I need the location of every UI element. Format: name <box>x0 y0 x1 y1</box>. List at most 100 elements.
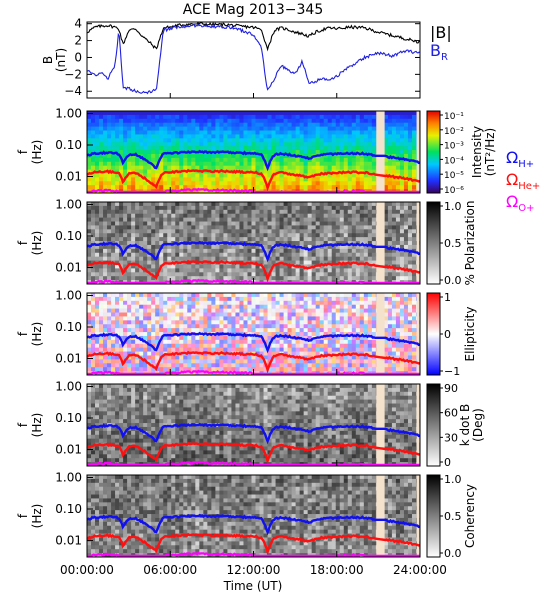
b-y-tick-label: −2 <box>64 67 82 81</box>
b-panel-frame <box>86 21 421 99</box>
colorbar-tick-label: 1.0 <box>444 473 462 486</box>
f-y-tick-label: 0.01 <box>55 261 82 275</box>
polarization-data-gap-end <box>416 202 420 284</box>
intensity-colorbar-label: Intensity(nT²/Hz) <box>470 126 497 178</box>
x-tick-label: 00:00:00 <box>60 563 114 577</box>
f-y-tick-label: 1.00 <box>55 470 82 484</box>
colorbar-tick-label: 10⁻⁶ <box>444 186 464 196</box>
b-total-series-line <box>87 22 420 52</box>
colorbar-tick-label: 10⁻² <box>444 127 464 137</box>
polarization-colorbar-label: % Polarization <box>463 201 477 286</box>
k_dot_b-he-plus-gyro-line <box>86 441 421 465</box>
coherency-colorbar <box>426 474 441 558</box>
coherency-h-plus-gyro-line <box>86 513 421 536</box>
k_dot_b-cells <box>87 384 421 467</box>
colorbar-tick-label: 10⁻⁵ <box>444 171 464 181</box>
time-axis: 00:00:00 06:00:00 12:00:00 18:00:00 24:00:00… <box>60 93 447 593</box>
panel-polarization: 1.00 0.10 0.01 f(Hz) 1.0 0.5 0.0% Polarization <box>16 197 477 287</box>
ion-legend-h-plus: ΩH+ <box>506 148 534 170</box>
polarization-o-plus-gyro-line <box>87 278 420 285</box>
intensity-data-gap <box>376 111 385 193</box>
coherency-he-plus-gyro-line <box>86 532 421 556</box>
colorbar-tick-label: 0.0 <box>444 547 462 560</box>
panel-k_dot_b: 1.00 0.10 0.01 f(Hz) 90 60 30 0 k dot B(Deg) <box>16 379 485 469</box>
f-y-axis-label: f(Hz) <box>16 504 44 529</box>
k_dot_b-colorbar-label: k dot B(Deg) <box>458 404 485 446</box>
b-y-tick-label: 0 <box>74 50 82 64</box>
x-tick-label: 06:00:00 <box>143 563 197 577</box>
x-tick-label: 18:00:00 <box>310 563 364 577</box>
colorbar-tick-label: 10⁻¹ <box>444 112 464 122</box>
magnetic-field-panel: 4 2 0 −2 −4 B(nT) |B|BR <box>41 17 452 99</box>
colorbar-tick-label: 0.5 <box>444 237 462 250</box>
colorbar-tick-label: 10⁻⁴ <box>444 156 464 166</box>
k_dot_b-data-gap <box>376 384 385 466</box>
intensity-o-plus-gyro-line <box>87 187 420 194</box>
b-y-tick-label: −4 <box>64 84 82 98</box>
ellipticity-o-plus-gyro-line <box>87 369 420 376</box>
ion-legend-o-plus: ΩO+ <box>506 192 534 214</box>
colorbar-tick-label: −1 <box>444 365 460 378</box>
polarization-cells <box>87 202 421 285</box>
f-y-tick-label: 0.01 <box>55 534 82 548</box>
b-y-tick-label: 4 <box>74 17 82 31</box>
ellipticity-data-gap-end <box>416 293 420 375</box>
colorbar-tick-label: 10⁻³ <box>444 142 464 152</box>
ellipticity-he-plus-gyro-line <box>86 350 421 374</box>
f-y-tick-label: 1.00 <box>55 197 82 211</box>
f-y-axis-label: f(Hz) <box>16 231 44 256</box>
ion-legend-he-plus: ΩHe+ <box>506 170 540 192</box>
polarization-colorbar <box>426 201 441 285</box>
colorbar-tick-label: 60 <box>444 407 458 420</box>
colorbar-tick-label: 30 <box>444 431 458 444</box>
f-y-tick-label: 1.00 <box>55 106 82 120</box>
coherency-colorbar-label: Coherency <box>463 484 477 548</box>
intensity-colorbar <box>426 110 441 194</box>
spectrogram-panels: 1.000.100.01f(Hz)10⁻¹10⁻²10⁻³10⁻⁴10⁻⁵10⁻… <box>16 106 540 560</box>
f-y-tick-label: 1.00 <box>55 288 82 302</box>
legend-b-total: |B| <box>430 23 452 42</box>
intensity-cells <box>87 111 421 194</box>
coherency-data-gap-end <box>416 475 420 557</box>
coherency-cells <box>87 475 421 558</box>
colorbar-tick-label: 1.0 <box>444 200 462 213</box>
ellipticity-data-gap <box>376 293 385 375</box>
f-y-tick-label: 0.10 <box>55 320 82 334</box>
x-tick-label: 24:00:00 <box>393 563 447 577</box>
polarization-data-gap <box>376 202 385 284</box>
f-y-tick-label: 0.10 <box>55 502 82 516</box>
b-y-tick-label: 2 <box>74 34 82 48</box>
coherency-data-gap <box>376 475 385 557</box>
f-y-tick-label: 0.01 <box>55 443 82 457</box>
colorbar-tick-label: 90 <box>444 382 458 395</box>
intensity-he-plus-gyro-line <box>86 168 421 192</box>
colorbar-tick-label: 0 <box>444 456 451 469</box>
ellipticity-colorbar-label: Ellipticity <box>463 307 477 362</box>
k_dot_b-o-plus-gyro-line <box>87 460 420 467</box>
ellipticity-cells <box>87 293 421 376</box>
coherency-o-plus-gyro-line <box>87 551 420 558</box>
x-tick-label: 12:00:00 <box>227 563 281 577</box>
polarization-h-plus-gyro-line <box>86 240 421 263</box>
ellipticity-colorbar <box>426 292 441 376</box>
colorbar-tick-label: 1 <box>444 291 451 304</box>
f-y-tick-label: 0.10 <box>55 411 82 425</box>
b-r-series-line <box>87 23 420 95</box>
legend-b-r: BR <box>430 41 448 63</box>
f-y-tick-label: 0.01 <box>55 170 82 184</box>
f-y-tick-label: 1.00 <box>55 379 82 393</box>
ellipticity-h-plus-gyro-line <box>86 331 421 354</box>
f-y-axis-label: f(Hz) <box>16 413 44 438</box>
f-y-axis-label: f(Hz) <box>16 140 44 165</box>
panel-intensity: 1.00 0.10 0.01 f(Hz) 10⁻¹ 10⁻² 10⁻³ 10⁻⁴ 10⁻⁵ 10⁻… <box>16 106 540 214</box>
f-y-tick-label: 0.01 <box>55 352 82 366</box>
f-y-axis-label: f(Hz) <box>16 322 44 347</box>
intensity-h-plus-gyro-line <box>86 149 421 172</box>
f-y-tick-label: 0.10 <box>55 138 82 152</box>
k_dot_b-h-plus-gyro-line <box>86 422 421 445</box>
k_dot_b-data-gap-end <box>416 384 420 466</box>
intensity-data-gap-end <box>416 111 420 193</box>
figure-title: ACE Mag 2013−345 <box>183 2 323 18</box>
x-axis-label: Time (UT) <box>223 579 283 593</box>
